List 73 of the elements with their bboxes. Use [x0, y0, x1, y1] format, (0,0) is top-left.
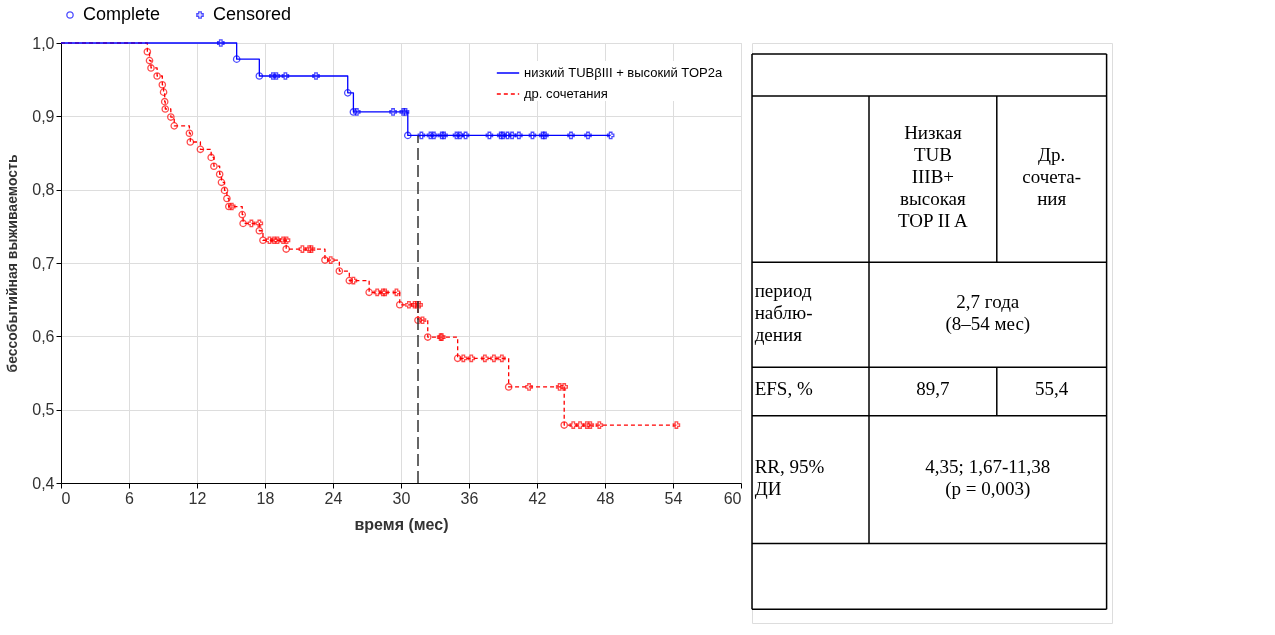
x-tick-label: 18: [256, 489, 275, 507]
point: [403, 131, 412, 140]
point: [255, 72, 264, 80]
text: RR, 95% ДИ: [754, 455, 825, 499]
point: [158, 80, 167, 89]
y-tick-label: 0,5: [32, 401, 55, 419]
legend-label: низкий TUBβIII + высокий TOP2a: [524, 65, 724, 80]
point: [349, 108, 358, 116]
point: [225, 202, 233, 211]
x-tick-label: 12: [188, 489, 207, 507]
y-axis-title: бессобытийная выживаемость: [4, 154, 21, 373]
text: 2,7 года (8–54 мес): [945, 290, 1031, 335]
y-tick-label: 0,9: [32, 107, 55, 125]
point: [423, 333, 432, 341]
text: 89,7: [916, 378, 950, 400]
text: EFS, %: [754, 378, 813, 400]
point: [170, 122, 179, 130]
point: [220, 186, 229, 195]
point: [453, 354, 462, 363]
point: [186, 138, 195, 146]
text: 4,35; 1,67-11,38 (p = 0,003): [925, 455, 1051, 500]
point: [217, 178, 226, 187]
point: [232, 55, 241, 63]
point: [560, 421, 569, 429]
point: [414, 316, 422, 325]
point: [365, 288, 373, 297]
point: [167, 113, 175, 121]
y-tick-label: 0,4: [32, 474, 55, 492]
point: [210, 162, 218, 171]
legend-label: Censored: [213, 4, 292, 24]
point: [504, 383, 513, 391]
x-tick-label: 54: [664, 489, 683, 507]
x-tick-label: 48: [596, 489, 615, 507]
x-tick-label: 0: [61, 489, 71, 507]
x-tick-label: 60: [723, 489, 742, 507]
point: [335, 267, 344, 275]
point: [395, 300, 404, 309]
x-tick-label: 36: [460, 489, 479, 507]
point: [160, 97, 169, 106]
point: [343, 89, 352, 97]
text: 55,4: [1035, 378, 1069, 400]
point: [159, 88, 168, 96]
x-tick-label: 24: [324, 489, 343, 507]
text: Др. сочета- ния: [1022, 144, 1082, 210]
text: период наблю- дения: [754, 279, 813, 345]
point: [321, 256, 329, 264]
point: [259, 236, 267, 245]
y-tick-label: 0,7: [32, 254, 55, 272]
point: [153, 72, 161, 80]
legend-label: Complete: [83, 4, 161, 24]
x-axis-title: время (мес): [354, 515, 449, 533]
x-tick-label: 30: [392, 489, 411, 507]
y-tick-label: 1,0: [32, 34, 55, 52]
point: [282, 245, 291, 253]
point: [147, 64, 155, 72]
point: [255, 226, 264, 235]
x-tick-label: 42: [528, 489, 547, 507]
text: Низкая TUB IIIB+ высокая TOP II A: [898, 122, 969, 232]
x-tick-label: 6: [125, 489, 135, 507]
y-tick-label: 0,8: [32, 181, 55, 199]
point: [223, 194, 231, 203]
point: [238, 210, 247, 219]
point: [143, 47, 152, 56]
legend-label: др. сочетания: [524, 86, 608, 101]
point: [145, 56, 154, 65]
point: [215, 170, 224, 179]
point: [345, 276, 354, 285]
point: [161, 105, 170, 113]
point: [207, 153, 215, 162]
point: [196, 145, 205, 154]
y-tick-label: 0,6: [32, 327, 55, 345]
point: [185, 129, 194, 138]
point: [239, 219, 247, 228]
